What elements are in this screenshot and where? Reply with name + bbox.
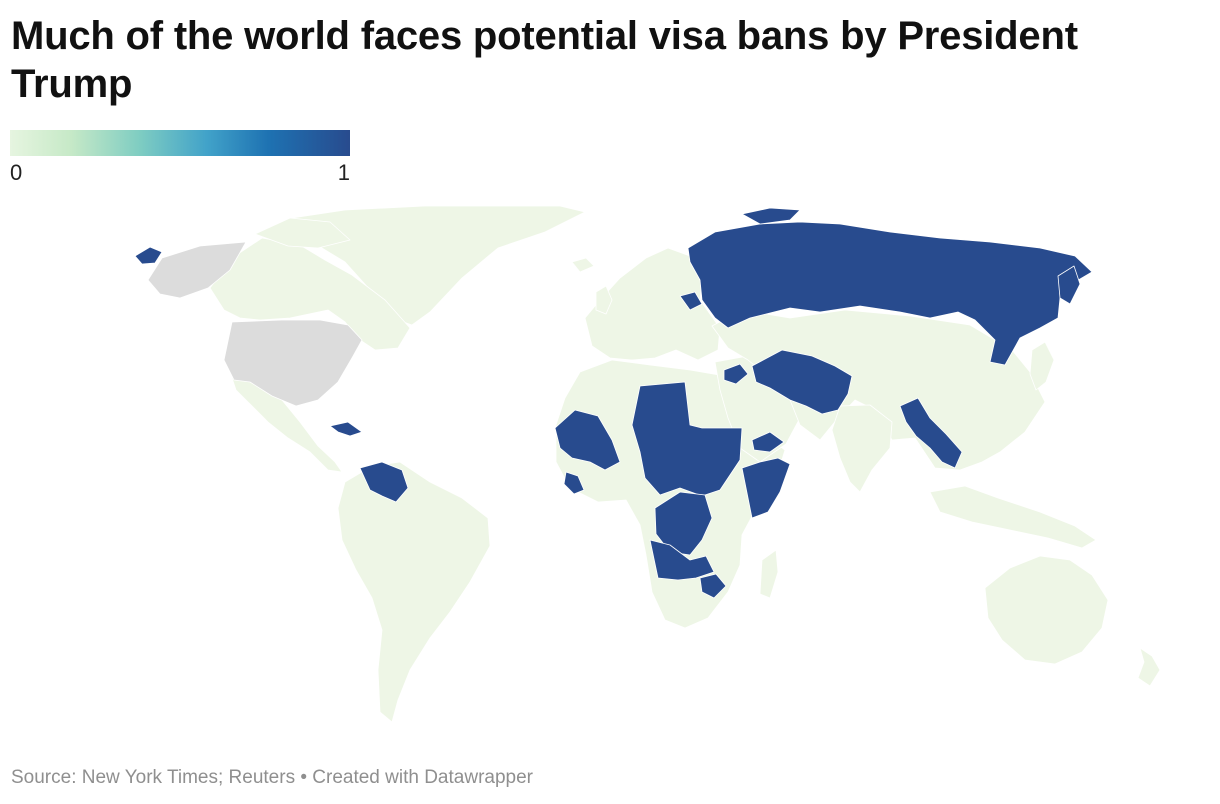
color-legend: 0 1 xyxy=(10,130,350,186)
region-myanmar-indochina[interactable] xyxy=(899,397,963,469)
region-greenland[interactable] xyxy=(291,205,586,326)
region-mexico-central-america[interactable] xyxy=(231,377,343,473)
region-united-states[interactable] xyxy=(223,319,363,407)
region-new-zealand[interactable] xyxy=(1137,647,1161,687)
region-south-america[interactable] xyxy=(337,461,491,723)
region-asia[interactable] xyxy=(711,309,1046,471)
region-greenland-west-part[interactable] xyxy=(134,246,163,265)
region-zimbabwe[interactable] xyxy=(699,573,727,599)
legend-min-label: 0 xyxy=(10,160,23,185)
region-uk-ireland[interactable] xyxy=(595,285,613,315)
region-india[interactable] xyxy=(831,404,893,493)
region-southeast-asia-islands[interactable] xyxy=(929,485,1097,549)
region-belarus[interactable] xyxy=(679,291,703,311)
region-russia-kamchatka[interactable] xyxy=(1057,265,1081,305)
region-ethiopia-somalia[interactable] xyxy=(741,457,791,519)
legend-gradient-bar xyxy=(10,130,350,156)
region-canada-arctic-islands[interactable] xyxy=(254,217,351,249)
region-angola-zambia[interactable] xyxy=(649,539,715,581)
region-guinea-sierra-leone-liberia[interactable] xyxy=(563,471,585,495)
region-cuba[interactable] xyxy=(329,421,363,437)
world-map xyxy=(0,200,1220,740)
region-yemen[interactable] xyxy=(751,431,785,453)
region-russia[interactable] xyxy=(687,221,1093,366)
region-alaska[interactable] xyxy=(147,241,247,299)
region-sahel-west-africa[interactable] xyxy=(554,409,621,471)
region-japan[interactable] xyxy=(1029,341,1055,391)
world-map-svg xyxy=(134,205,1161,723)
region-iceland[interactable] xyxy=(571,257,595,273)
chart-title: Much of the world faces potential visa b… xyxy=(11,14,1078,106)
region-syria[interactable] xyxy=(723,363,749,385)
legend-max-label: 1 xyxy=(337,160,350,185)
source-footer: Source: New York Times; Reuters • Create… xyxy=(11,767,533,788)
region-australia[interactable] xyxy=(984,555,1109,665)
region-central-africa[interactable] xyxy=(654,491,713,556)
region-venezuela[interactable] xyxy=(359,461,409,503)
region-russia-arctic-island[interactable] xyxy=(741,207,801,225)
region-madagascar[interactable] xyxy=(759,549,779,599)
region-libya-chad-sudan[interactable] xyxy=(631,381,743,497)
region-iran-afghanistan-pakistan[interactable] xyxy=(751,349,853,415)
